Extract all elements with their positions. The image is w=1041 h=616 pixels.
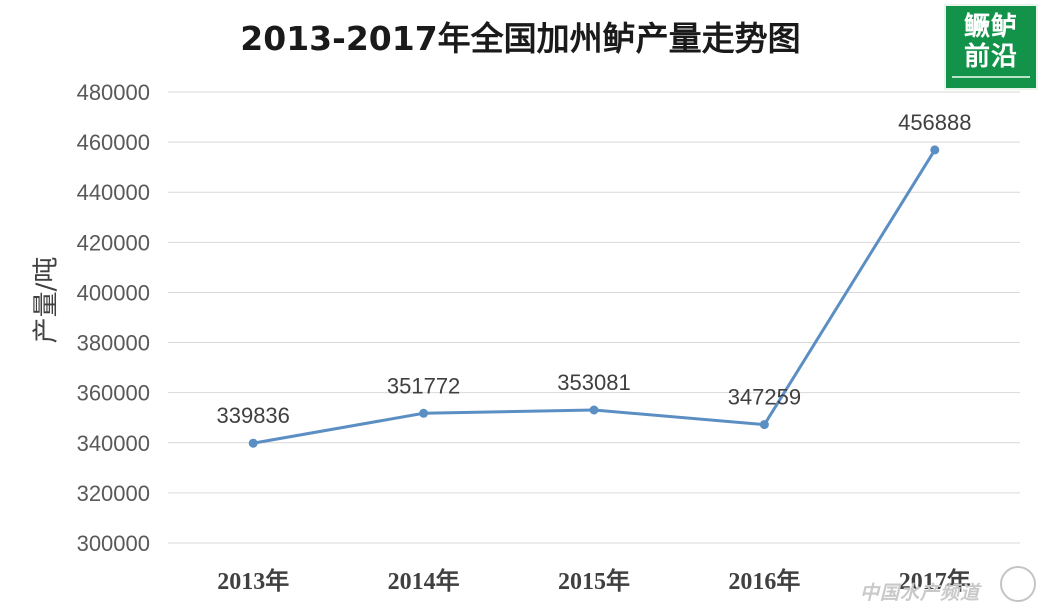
y-tick-label: 320000	[77, 481, 150, 506]
logo-text: 鳜鲈 前沿	[963, 12, 1018, 72]
y-tick-label: 420000	[77, 230, 150, 255]
x-tick-label: 2015年	[558, 567, 630, 595]
y-tick-label: 300000	[77, 531, 150, 556]
y-axis-ticks: 300000 320000 340000 360000 380000 400000 4200…	[77, 80, 150, 556]
globe-icon	[1000, 566, 1036, 602]
data-label: 353081	[557, 370, 630, 395]
data-point	[930, 145, 940, 155]
data-label: 456888	[898, 110, 971, 135]
logo-divider	[952, 76, 1030, 78]
y-tick-label: 440000	[77, 180, 150, 205]
y-tick-label: 360000	[77, 381, 150, 406]
data-point	[759, 420, 769, 430]
brand-logo: 鳜鲈 前沿	[944, 4, 1038, 90]
y-tick-label: 340000	[77, 431, 150, 456]
x-tick-label: 2016年	[728, 567, 800, 595]
x-tick-label: 2014年	[388, 567, 460, 595]
data-point	[419, 408, 429, 418]
data-point	[589, 405, 599, 415]
x-axis-ticks: 2013年 2014年 2015年 2016年 2017年	[217, 567, 971, 595]
y-tick-label: 380000	[77, 331, 150, 356]
x-tick-label: 2013年	[217, 567, 289, 595]
y-tick-label: 480000	[77, 80, 150, 105]
gridlines	[168, 91, 1020, 544]
series-line-path	[252, 149, 937, 445]
watermark-text: 中国水产频道	[860, 582, 981, 604]
y-tick-label: 460000	[77, 130, 150, 155]
chart-title: 2013-2017年全国加州鲈产量走势图	[240, 19, 801, 58]
data-labels: 339836 351772 353081 347259 456888	[216, 110, 971, 428]
data-label: 339836	[216, 403, 289, 428]
data-label: 351772	[387, 373, 460, 398]
data-label: 347259	[728, 385, 801, 410]
data-point	[248, 438, 258, 448]
x-tick-label: 2017年	[899, 567, 971, 595]
series-line	[248, 145, 940, 448]
y-tick-label: 400000	[77, 280, 150, 305]
